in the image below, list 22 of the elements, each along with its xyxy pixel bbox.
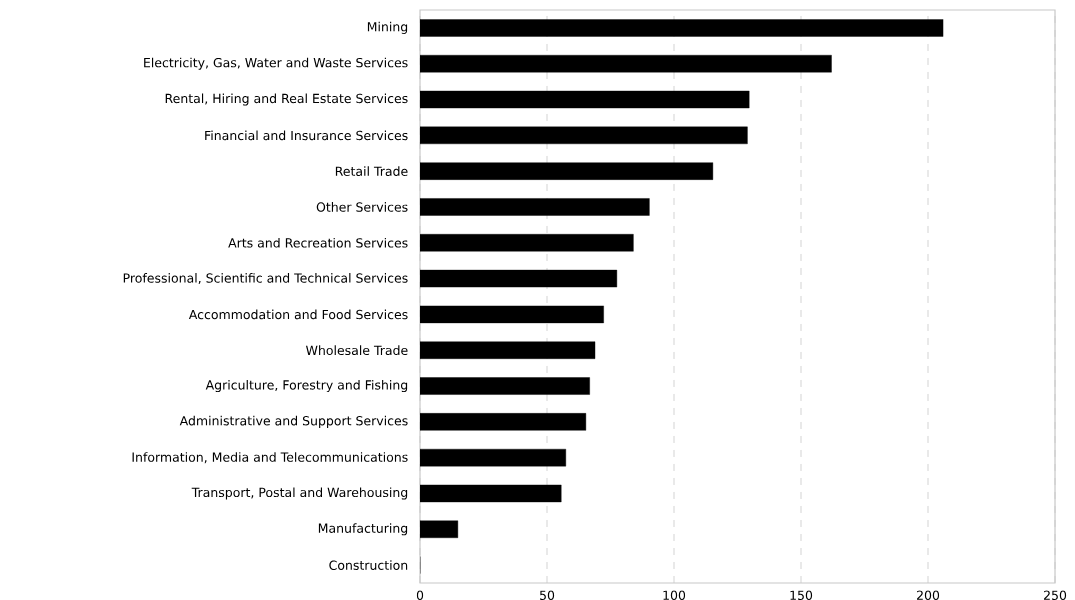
x-tick-label: 50	[540, 590, 555, 600]
x-tick-label: 250	[1043, 590, 1067, 600]
y-tick-label: Agriculture, Forestry and Fishing	[205, 379, 408, 393]
y-tick-label: Wholesale Trade	[305, 345, 408, 356]
y-tick-label: Rental, Hiring and Real Estate Services	[165, 93, 408, 106]
x-tick-label: 200	[916, 590, 940, 600]
y-tick-label: Other Services	[316, 202, 408, 212]
y-tick-label: Retail Trade	[335, 166, 408, 176]
y-tick-label: Electricity, Gas, Water and Waste Services	[144, 57, 408, 70]
y-tick-label: Financial and Insurance Services	[205, 130, 408, 141]
y-tick-label: Manufacturing	[318, 523, 408, 536]
x-tick-label: 0	[416, 590, 424, 600]
x-tick-label: 150	[790, 590, 813, 600]
y-tick-label: Transport, Postal and Warehousing	[191, 487, 408, 500]
x-tick-label: 100	[663, 590, 686, 600]
y-tick-label: Construction	[329, 560, 408, 570]
y-tick-label: Information, Media and Telecommunications	[132, 452, 408, 464]
y-tick-label: Administrative and Support Services	[179, 415, 408, 428]
y-tick-label: Accommodation and Food Services	[188, 309, 408, 320]
y-tick-label: Professional, Scientific and Technical Services	[123, 273, 408, 285]
y-tick-label: Arts and Recreation Services	[228, 237, 408, 248]
y-tick-label: Mining	[367, 21, 408, 34]
